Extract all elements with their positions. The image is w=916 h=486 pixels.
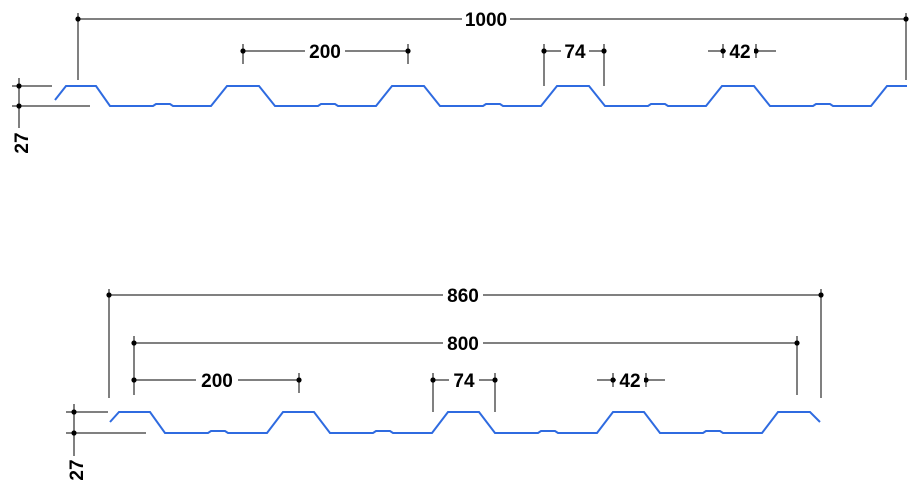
top-pitch-label: 200 [309, 42, 341, 63]
top-sheet-profile [54, 85, 907, 107]
bottom-pitch-dimension: 200 [131, 370, 302, 393]
bottom-rib-dimension: 42 [597, 370, 665, 392]
top-profile-group: 1000 200 74 [12, 9, 909, 154]
bottom-sheet-profile [109, 411, 821, 434]
bottom-height-label: 27 [67, 459, 88, 480]
top-crest-dimension: 74 [541, 41, 607, 86]
bottom-pitch-label: 200 [201, 371, 233, 392]
bottom-height-dimension: 27 [66, 404, 146, 481]
top-overall-dimension: 1000 [75, 9, 909, 80]
top-rib-label: 42 [729, 42, 750, 63]
bottom-overall-dimension: 860 [106, 285, 824, 398]
bottom-overall-width-label: 860 [447, 286, 479, 307]
bottom-rib-label: 42 [619, 371, 640, 392]
bottom-cover-dimension: 800 [131, 333, 800, 395]
top-crest-label: 74 [564, 42, 586, 63]
bottom-crest-label: 74 [453, 371, 475, 392]
top-rib-dimension: 42 [708, 41, 776, 63]
top-height-dimension: 27 [12, 78, 90, 154]
bottom-profile-group: 860 800 200 74 [66, 285, 824, 481]
bottom-crest-dimension: 74 [430, 370, 498, 412]
bottom-cover-width-label: 800 [447, 334, 479, 355]
top-overall-width-label: 1000 [465, 10, 507, 31]
top-pitch-dimension: 200 [240, 41, 411, 64]
top-height-label: 27 [12, 132, 33, 153]
